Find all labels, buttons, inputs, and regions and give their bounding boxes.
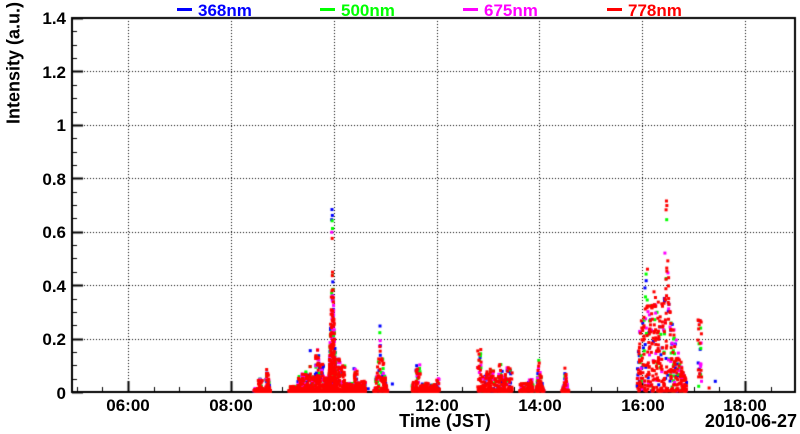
legend-entry-675nm: 675nm [463,1,538,21]
legend-label-778nm: 778nm [628,1,682,20]
x-tick-label-1200: 12:00 [415,396,459,415]
y-tick-label-06: 0.6 [42,223,66,242]
legend-dash-675nm-icon [463,8,478,11]
y-tick-label-12: 1.2 [42,63,66,82]
legend-dash-368nm-icon [177,8,192,11]
x-axis-title: Time (JST) [399,411,491,431]
legend-label-368nm: 368nm [198,1,252,20]
x-tick-label-0800: 08:00 [209,396,253,415]
y-tick-label-1: 1 [56,116,66,135]
y-tick-label-14: 1.4 [42,9,66,28]
legend-entry-500nm: 500nm [320,1,395,21]
y-tick-label-02: 0.2 [42,330,66,349]
date-label: 2010-06-27 [704,411,797,431]
legend-label-500nm: 500nm [341,1,395,20]
legend-label-675nm: 675nm [484,1,538,20]
y-tick-label-0: 0 [56,384,66,403]
x-tick-label-0600: 06:00 [106,396,150,415]
legend-dash-500nm-icon [320,8,335,11]
x-tick-label-1800: 18:00 [723,396,767,415]
y-tick-label-04: 0.4 [42,277,66,296]
legend-entry-368nm: 368nm [177,1,252,21]
x-tick-label-1000: 10:00 [312,396,356,415]
legend-entry-778nm: 778nm [607,1,682,21]
legend-dash-778nm-icon [607,8,622,11]
x-tick-label-1400: 14:00 [518,396,562,415]
y-tick-label-08: 0.8 [42,170,66,189]
x-tick-label-1600: 16:00 [621,396,665,415]
